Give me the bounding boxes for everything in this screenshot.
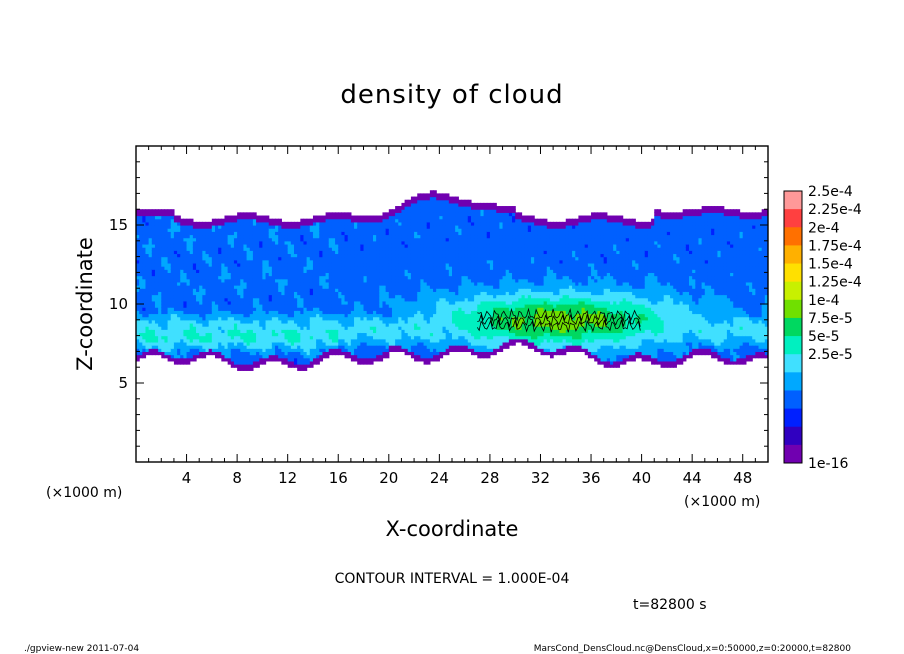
x-tick-label: 32 bbox=[531, 469, 550, 487]
y-tick-label: 10 bbox=[109, 295, 128, 313]
colorbar bbox=[783, 190, 803, 464]
colorbar-label: 1.75e-4 bbox=[808, 238, 862, 254]
colorbar-label: 7.5e-5 bbox=[808, 311, 853, 327]
x-tick-label: 4 bbox=[182, 469, 192, 487]
contour-lines bbox=[476, 307, 641, 333]
x-unit-label: (×1000 m) bbox=[684, 494, 760, 510]
x-tick-labels: 4 8 12 16 20 24 28 32 36 40 44 48 bbox=[182, 469, 752, 487]
colorbar-swatch bbox=[784, 263, 802, 283]
x-axis-label: X-coordinate bbox=[386, 517, 519, 541]
x-tick-label: 24 bbox=[430, 469, 449, 487]
colorbar-swatch bbox=[784, 299, 802, 319]
footer-right: MarsCond_DensCloud.nc@DensCloud,x=0:5000… bbox=[534, 644, 851, 654]
colorbar-swatch bbox=[784, 209, 802, 228]
colorbar-label: 1.25e-4 bbox=[808, 275, 862, 291]
colorbar-swatch bbox=[784, 444, 802, 464]
x-tick-label: 28 bbox=[480, 469, 499, 487]
time-label: t=82800 s bbox=[633, 597, 707, 613]
colorbar-swatch bbox=[784, 372, 802, 391]
colorbar-label: 2.25e-4 bbox=[808, 202, 862, 218]
colorbar-swatch bbox=[784, 317, 802, 337]
colorbar-label: 2.5e-4 bbox=[808, 184, 853, 200]
y-axis-label: Z-coordinate bbox=[73, 237, 97, 371]
colorbar-swatch bbox=[784, 281, 802, 301]
x-tick-label: 40 bbox=[632, 469, 651, 487]
y-tick-label: 15 bbox=[109, 216, 128, 234]
x-tick-label: 44 bbox=[683, 469, 702, 487]
colorbar-label: 2e-4 bbox=[808, 220, 840, 236]
axis-ticks bbox=[136, 146, 768, 462]
colorbar-swatch bbox=[784, 245, 802, 265]
colorbar-swatch bbox=[784, 390, 802, 410]
colorbar-label: 5e-5 bbox=[808, 329, 839, 345]
x-tick-label: 36 bbox=[581, 469, 600, 487]
colorbar-swatch bbox=[784, 408, 802, 428]
colorbar-frame bbox=[783, 190, 803, 464]
y-tick-label: 5 bbox=[118, 374, 128, 392]
footer-left: ./gpview-new 2011-07-04 bbox=[24, 644, 139, 654]
density-field bbox=[136, 190, 768, 371]
contour-interval-label: CONTOUR INTERVAL = 1.000E-04 bbox=[335, 571, 570, 587]
colorbar-label: 1e-16 bbox=[808, 456, 848, 472]
colorbar-label: 1e-4 bbox=[808, 293, 840, 309]
x-tick-label: 48 bbox=[733, 469, 752, 487]
x-tick-label: 20 bbox=[379, 469, 398, 487]
colorbar-swatch bbox=[784, 227, 802, 246]
colorbar-swatch bbox=[784, 191, 802, 210]
colorbar-label: 2.5e-5 bbox=[808, 347, 853, 363]
y-unit-label: (×1000 m) bbox=[46, 485, 122, 501]
colorbar-label: 1.5e-4 bbox=[808, 257, 853, 273]
x-tick-label: 8 bbox=[232, 469, 242, 487]
colorbar-labels: 2.5e-4 2.25e-4 2e-4 1.75e-4 1.5e-4 1.25e-4 1e-… bbox=[808, 184, 862, 472]
x-tick-label: 12 bbox=[278, 469, 297, 487]
colorbar-swatch bbox=[784, 336, 802, 355]
chart-title: density of cloud bbox=[340, 80, 563, 110]
x-tick-label: 16 bbox=[329, 469, 348, 487]
y-tick-labels: 5 10 15 bbox=[109, 216, 128, 392]
colorbar-swatch bbox=[784, 426, 802, 446]
colorbar-swatch bbox=[784, 354, 802, 373]
contour-line bbox=[476, 307, 641, 333]
